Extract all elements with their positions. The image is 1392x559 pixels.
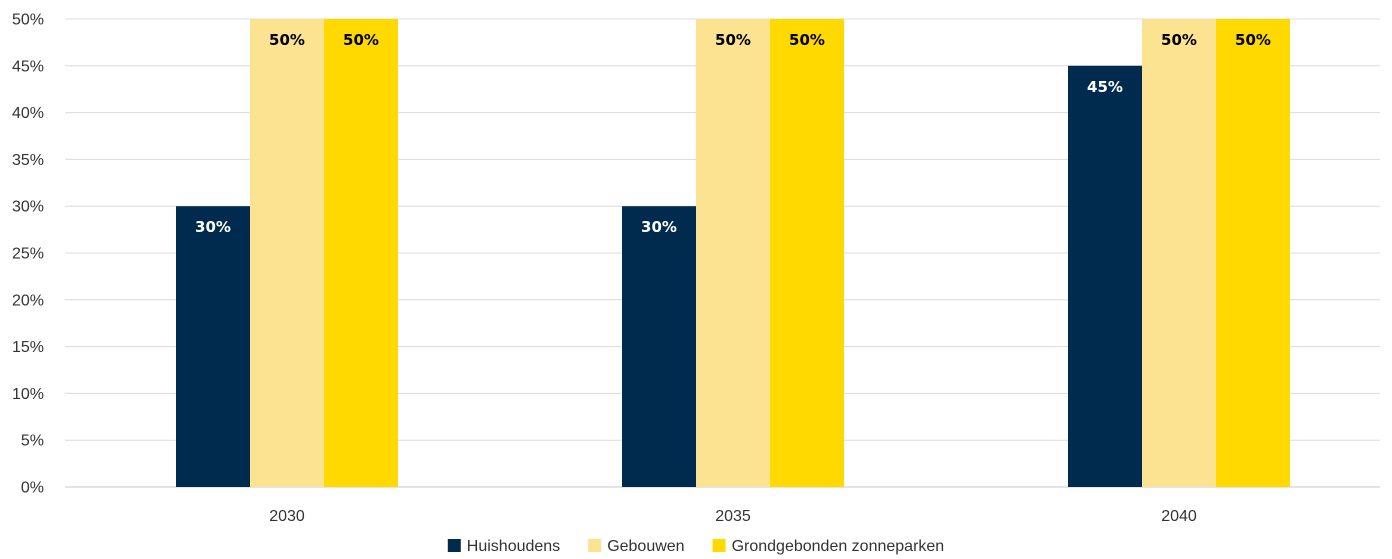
y-tick-label: 20% [12,292,44,309]
data-label: 50% [789,31,825,49]
data-label: 50% [269,31,305,49]
bar-grondgebonden-zonneparken-2030 [324,19,398,487]
y-tick-label: 25% [12,246,44,263]
y-tick-label: 45% [12,58,44,75]
bar-huishoudens-2040 [1068,65,1142,488]
bar-gebouwen-2035 [696,19,770,487]
y-tick-label: 0% [21,480,44,497]
bar-huishoudens-2035 [622,206,696,487]
y-tick-label: 50% [12,12,44,29]
legend-label: Huishoudens [467,538,560,555]
data-label: 30% [195,218,231,236]
data-label: 30% [641,218,677,236]
bar-huishoudens-2030 [176,206,250,487]
legend-swatch [712,539,726,552]
x-tick-label: 2040 [1161,508,1197,525]
data-label: 50% [715,31,751,49]
y-tick-label: 10% [12,386,44,403]
x-axis-tick-labels: 2030 2035 2040 [269,508,1197,525]
data-label: 50% [343,31,379,49]
y-tick-label: 35% [12,152,44,169]
legend-item-huishoudens: Huishoudens [447,538,560,555]
data-label: 50% [1161,31,1197,49]
data-label: 50% [1235,31,1271,49]
y-tick-label: 40% [12,105,44,122]
legend-item-gebouwen: Gebouwen [588,538,685,555]
y-axis-tick-labels: 0% 5% 10% 15% 20% 25% 30% 35% 40% 45% 50% [12,12,44,497]
bar-gebouwen-2040 [1142,19,1216,487]
legend-item-grondgebonden-zonneparken: Grondgebonden zonneparken [712,538,945,555]
legend-swatch [447,539,461,552]
legend-label: Gebouwen [607,538,684,555]
bar-grondgebonden-zonneparken-2040 [1216,19,1290,487]
legend: Huishoudens Gebouwen Grondgebonden zonnepa… [447,538,945,555]
bar-grondgebonden-zonneparken-2035 [770,19,844,487]
legend-label: Grondgebonden zonneparken [732,538,945,555]
y-tick-label: 15% [12,339,44,356]
bar-gebouwen-2030 [250,19,324,487]
bars [176,19,1290,488]
data-labels: 30% 50% 50% 30% 50% 50% 45% 50% 50% [195,31,1271,236]
data-label: 45% [1087,78,1123,96]
y-tick-label: 5% [21,433,44,450]
y-tick-label: 30% [12,199,44,216]
x-tick-label: 2030 [269,508,305,525]
x-tick-label: 2035 [715,508,751,525]
legend-swatch [588,539,602,552]
